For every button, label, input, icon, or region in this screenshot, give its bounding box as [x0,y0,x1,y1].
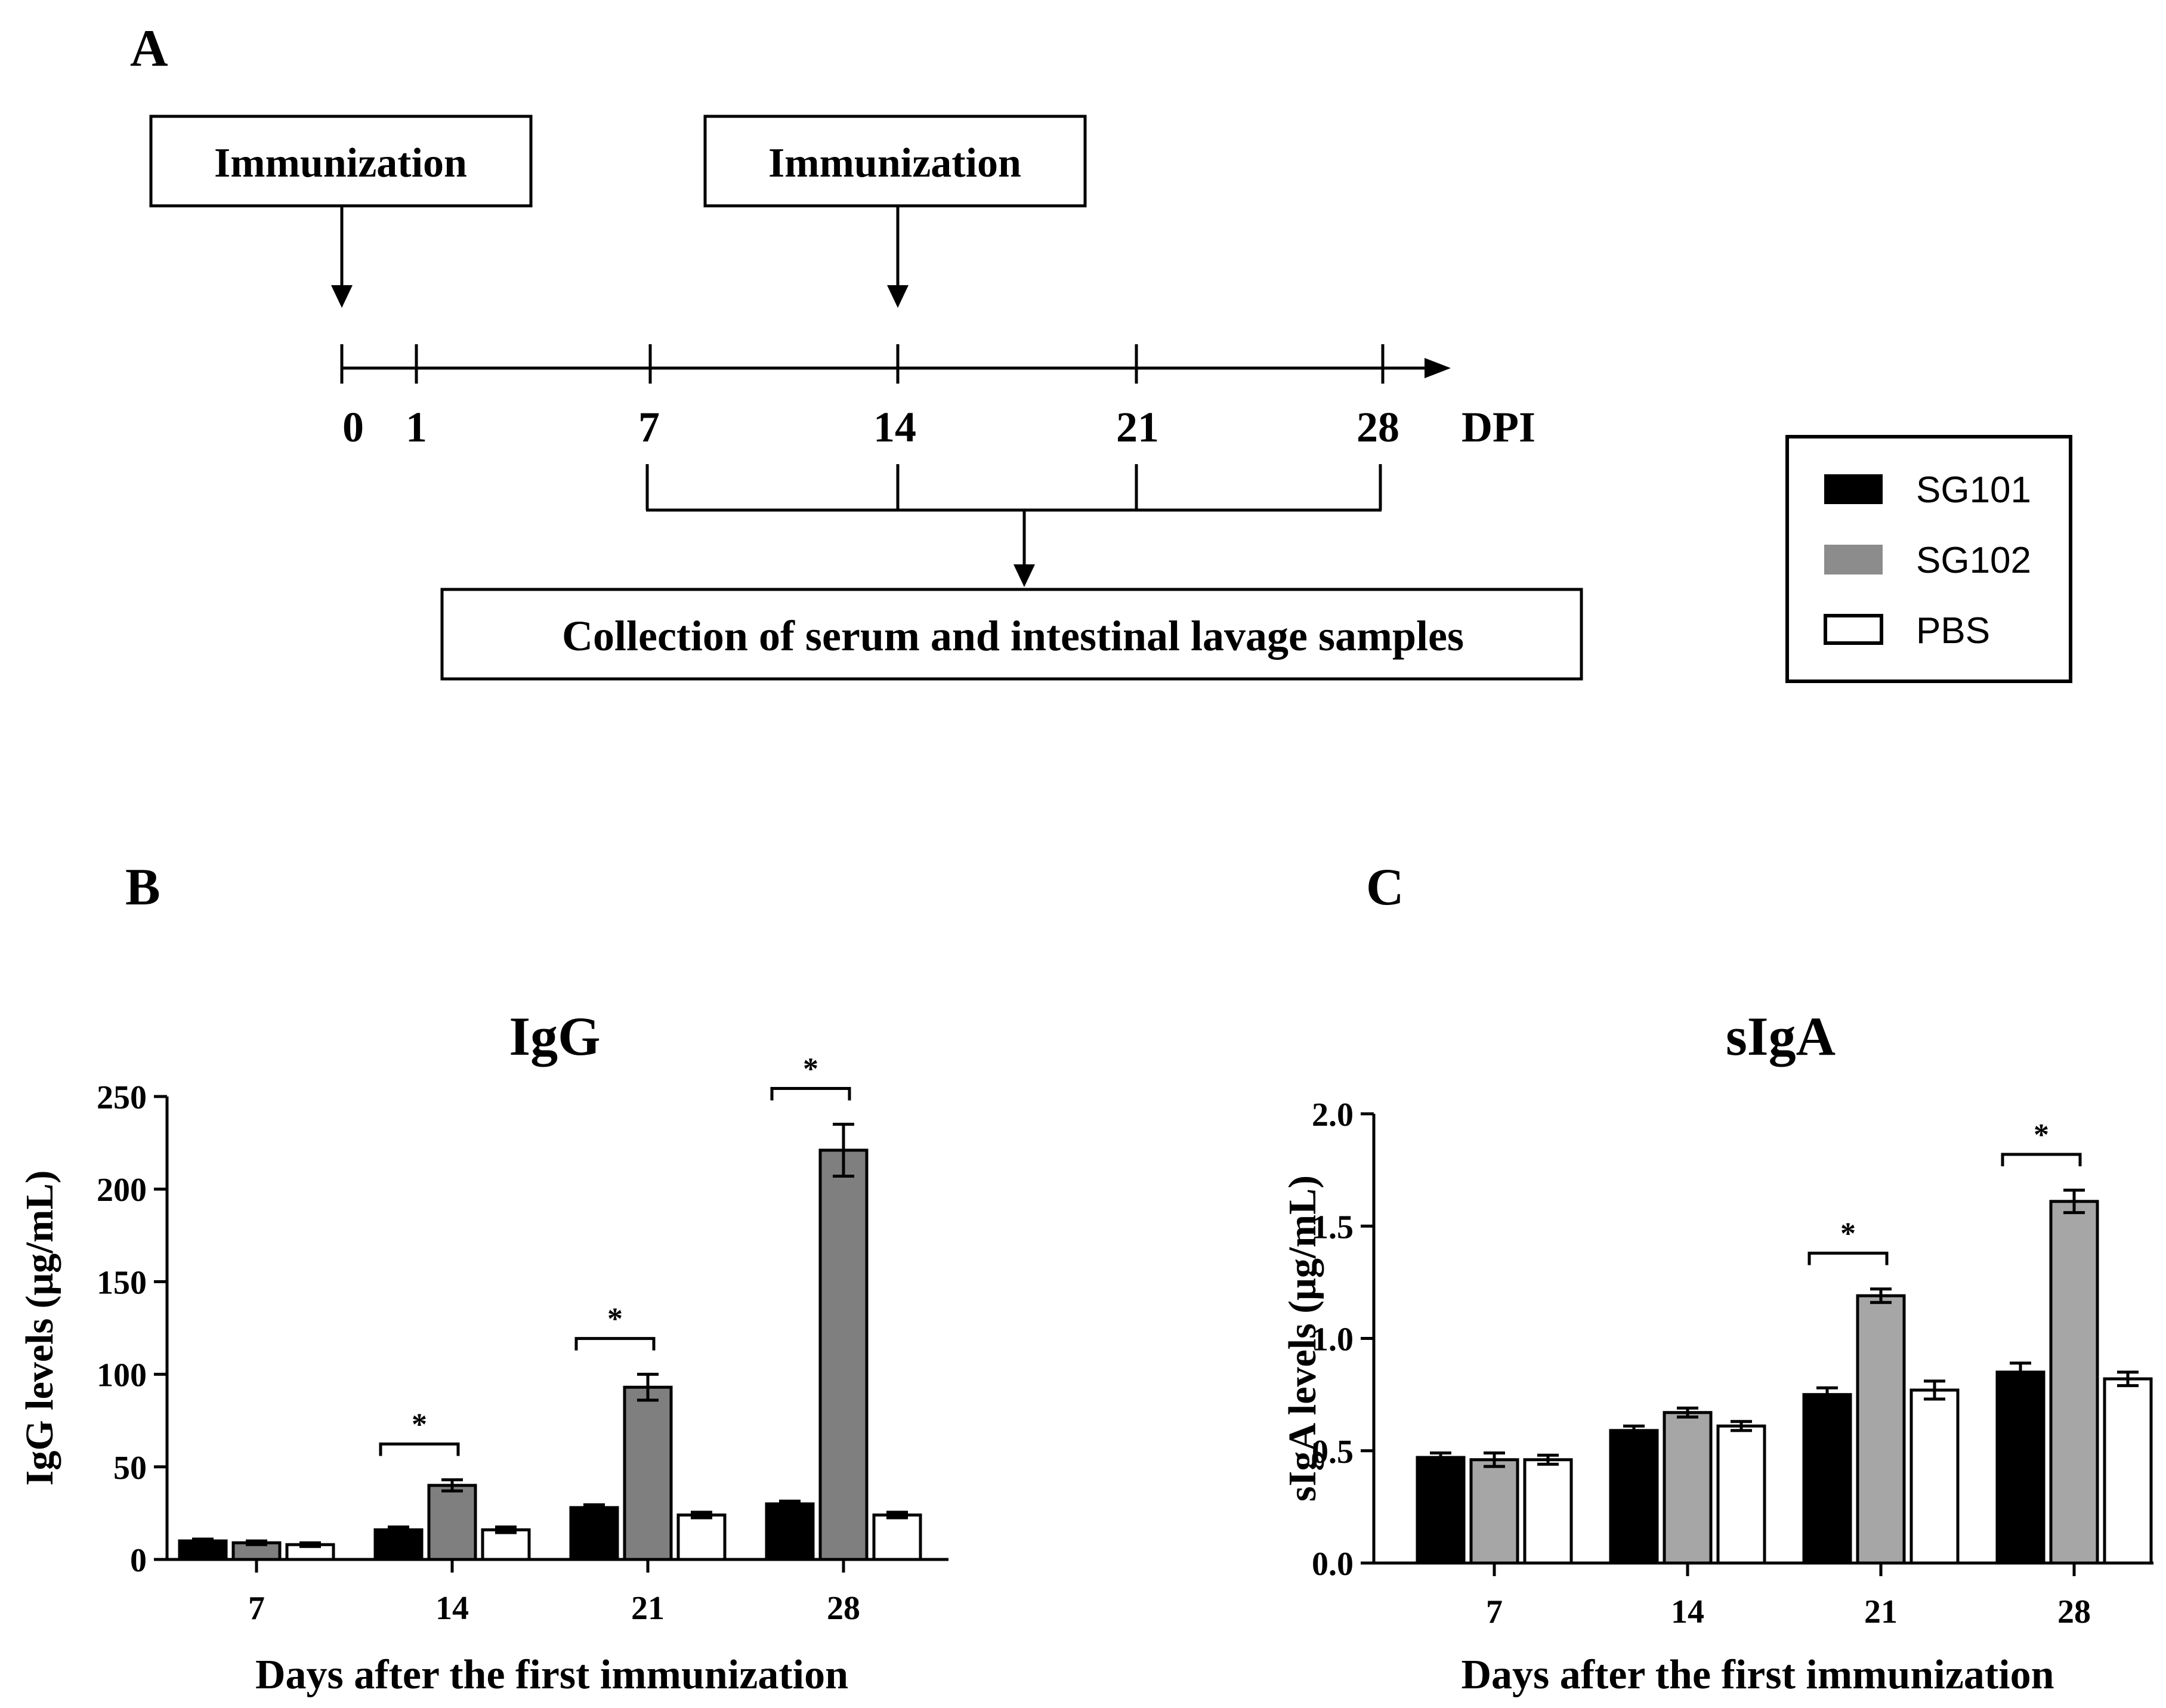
siga-bar-sg102-14 [1663,1411,1713,1565]
igg-significance-bracket-14 [379,1443,460,1456]
igg-bar-sg102-28 [818,1148,869,1561]
panel-label-c: C [1366,858,1404,916]
collection-box [440,588,1583,681]
chart-igg: IgG 0 50 100 150 200 250 IgG levels (μg/mL) 7 14 *… [18,1006,948,1698]
timeline-arrowhead [1425,358,1451,378]
igg-bar-sg101-14 [373,1528,424,1561]
igg-bar-pbs-14 [481,1528,531,1561]
siga-bar-pbs-21 [1909,1388,1960,1565]
collection-label: Collection of serum and intestinal lavag… [562,612,1464,660]
igg-significance-label-21: * [607,1302,623,1336]
siga-bar-sg102-21 [1856,1294,1906,1565]
igg-x-tick-label: 21 [631,1590,665,1627]
siga-significance-label-21: * [1840,1217,1856,1251]
timeline-tick-label-7: 7 [638,403,660,451]
legend-label-pbs: PBS [1916,610,1990,651]
siga-x-tick-label: 28 [2057,1593,2091,1630]
collection-arrowhead [1014,564,1035,587]
panel-a-timeline: A Immunization Immunization 0 1 7 14 21 … [130,20,1583,681]
igg-significance-bracket-21 [574,1337,656,1351]
siga-y-tick-label: 0.5 [1312,1434,1354,1471]
timeline-tick-label-28: 28 [1357,403,1399,451]
siga-x-tick-label: 21 [1864,1593,1898,1630]
legend-swatch-sg102 [1824,545,1883,575]
igg-bar-sg101-28 [765,1502,815,1561]
siga-y-tick-label: 1.5 [1312,1209,1354,1246]
siga-bar-sg102-7 [1469,1458,1519,1565]
igg-bar-sg102-21 [623,1385,673,1561]
igg-y-tick-label: 150 [97,1264,147,1301]
siga-y-tick-label: 2.0 [1312,1097,1354,1133]
siga-y-tick-label: 0.0 [1312,1546,1354,1583]
siga-bar-sg101-7 [1416,1456,1466,1565]
siga-significance-bracket-21 [1807,1252,1889,1265]
igg-y-tick-label: 200 [97,1172,147,1209]
immunization-label-right: Immunization [768,140,1021,186]
igg-x-tick-label: 7 [248,1590,265,1627]
siga-x-tick-label: 14 [1671,1593,1704,1630]
igg-y-tick-label: 50 [113,1450,147,1487]
igg-bar-sg101-21 [569,1506,619,1561]
timeline-tick-label-0: 0 [342,403,364,451]
timeline-tick-label-1: 1 [406,403,427,451]
chart-siga: sIgA 0.0 0.5 1.0 1.5 2.0 sIgA levels (μg/mL) 7 1… [1281,1006,2153,1698]
siga-x-tick-label: 7 [1486,1593,1503,1630]
igg-y-tick-label: 100 [97,1357,147,1394]
igg-bar-pbs-21 [676,1514,727,1561]
timeline-unit-label: DPI [1461,403,1535,451]
igg-y-tick-label: 0 [130,1542,147,1579]
siga-bar-sg101-28 [1995,1370,2046,1565]
legend-label-sg102: SG102 [1916,540,2031,581]
timeline-tick-label-14: 14 [873,403,916,451]
panel-label-b: B [125,858,160,916]
siga-title: sIgA [1726,1006,1836,1067]
legend-swatch-pbs [1824,614,1883,645]
immunization-label-left: Immunization [214,140,467,186]
siga-y-label: sIgA levels (μg/mL) [1281,1175,1324,1502]
igg-x-tick-label: 28 [827,1590,860,1627]
immunization-arrowhead-left [331,285,353,308]
igg-x-tick-label: 14 [435,1590,469,1627]
siga-x-label: Days after the first immunization [1461,1652,2054,1698]
immunization-box-right [703,115,1087,208]
legend-label-sg101: SG101 [1916,470,2031,511]
igg-title: IgG [509,1006,600,1067]
timeline-tick-label-21: 21 [1116,403,1159,451]
igg-y-label: IgG levels (μg/mL) [18,1170,61,1486]
igg-bar-sg102-14 [427,1484,477,1561]
siga-y-tick-label: 1.0 [1312,1321,1354,1358]
igg-bar-pbs-28 [872,1514,922,1561]
legend: SG101 SG102 PBS [1785,435,2072,683]
legend-swatch-sg101 [1824,474,1883,504]
siga-bar-pbs-7 [1523,1458,1573,1565]
igg-significance-label-28: * [803,1052,818,1086]
siga-significance-label-28: * [2034,1118,2049,1152]
igg-y-tick-label: 250 [97,1079,147,1116]
siga-bar-sg101-21 [1802,1393,1852,1565]
legend-frame [1785,435,2072,683]
immunization-arrowhead-right [887,285,909,308]
igg-significance-label-14: * [412,1408,427,1442]
siga-bar-pbs-14 [1716,1424,1766,1565]
siga-bar-sg101-14 [1609,1429,1659,1565]
siga-bar-pbs-28 [2103,1377,2153,1565]
igg-x-label: Days after the first immunization [255,1652,848,1698]
siga-significance-bracket-28 [2001,1153,2082,1167]
panel-label-a: A [130,20,168,78]
siga-bar-sg102-28 [2049,1200,2099,1565]
igg-significance-bracket-28 [770,1087,851,1101]
